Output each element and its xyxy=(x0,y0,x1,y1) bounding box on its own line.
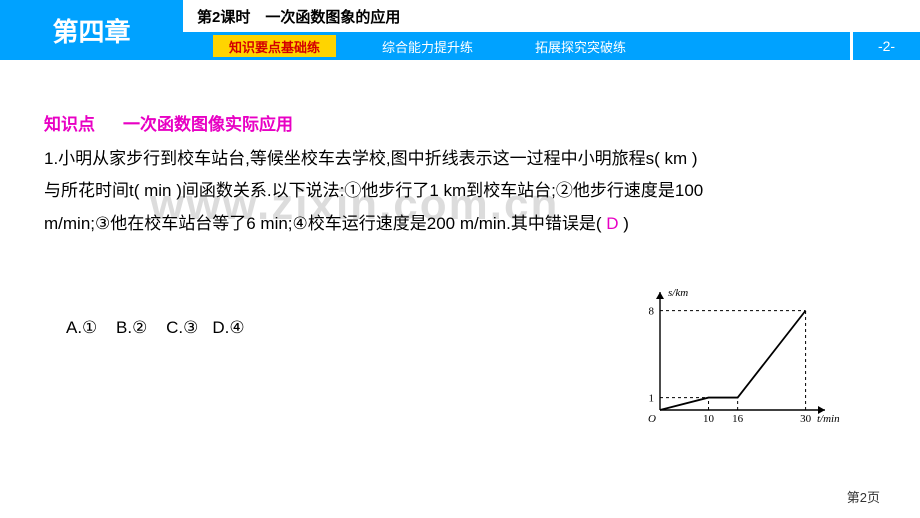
option-c: C.③ xyxy=(166,318,198,337)
question-line-3: m/min;③他在校车站台等了6 min;④校车运行速度是200 m/min.其… xyxy=(44,208,880,240)
lower-row: A.① B.② C.③ D.④ 10 16 30 1 8 Ot/min s/km xyxy=(44,278,880,428)
tab-advanced[interactable]: 综合能力提升练 xyxy=(366,35,489,57)
svg-text:t/min: t/min xyxy=(817,413,840,425)
chapter-title: 第四章 xyxy=(0,0,183,60)
svg-text:s/km: s/km xyxy=(668,287,688,299)
tab-basic[interactable]: 知识要点基础练 xyxy=(213,35,336,57)
svg-text:10: 10 xyxy=(703,413,715,425)
svg-text:O: O xyxy=(648,413,656,425)
svg-text:1: 1 xyxy=(649,392,655,404)
answer-options: A.① B.② C.③ D.④ xyxy=(44,278,259,338)
svg-text:16: 16 xyxy=(732,413,744,425)
answer-letter: D xyxy=(606,214,618,233)
page-number-top: -2- xyxy=(850,32,920,60)
footer-page-number: 第2页 xyxy=(847,487,880,506)
main-content: 知识点 一次函数图像实际应用 1.小明从家步行到校车站台,等候坐校车去学校,图中折… xyxy=(0,60,920,428)
question-text: 1.小明从家步行到校车站台,等候坐校车去学校,图中折线表示这一过程中小明旅程s(… xyxy=(44,143,880,240)
kp-title: 一次函数图像实际应用 xyxy=(123,115,293,134)
tab-explore[interactable]: 拓展探究突破练 xyxy=(519,35,642,57)
svg-text:8: 8 xyxy=(649,306,655,318)
line-chart: 10 16 30 1 8 Ot/min s/km xyxy=(630,278,840,428)
knowledge-point-heading: 知识点 一次函数图像实际应用 xyxy=(44,110,880,135)
option-a: A.① xyxy=(66,318,97,337)
kp-label: 知识点 xyxy=(44,115,95,134)
header-bar: 第四章 第2课时 一次函数图象的应用 知识要点基础练 综合能力提升练 拓展探究突… xyxy=(0,0,920,60)
svg-text:30: 30 xyxy=(800,413,812,425)
option-b: B.② xyxy=(116,318,147,337)
option-d: D.④ xyxy=(212,318,244,337)
header-right: 第2课时 一次函数图象的应用 知识要点基础练 综合能力提升练 拓展探究突破练 -… xyxy=(183,0,920,60)
question-line-1: 1.小明从家步行到校车站台,等候坐校车去学校,图中折线表示这一过程中小明旅程s(… xyxy=(44,143,880,175)
tabs-row: 知识要点基础练 综合能力提升练 拓展探究突破练 -2- xyxy=(183,32,920,60)
lesson-title: 第2课时 一次函数图象的应用 xyxy=(183,0,920,32)
question-line-2: 与所花时间t( min )间函数关系.以下说法:①他步行了1 km到校车站台;②… xyxy=(44,175,880,207)
